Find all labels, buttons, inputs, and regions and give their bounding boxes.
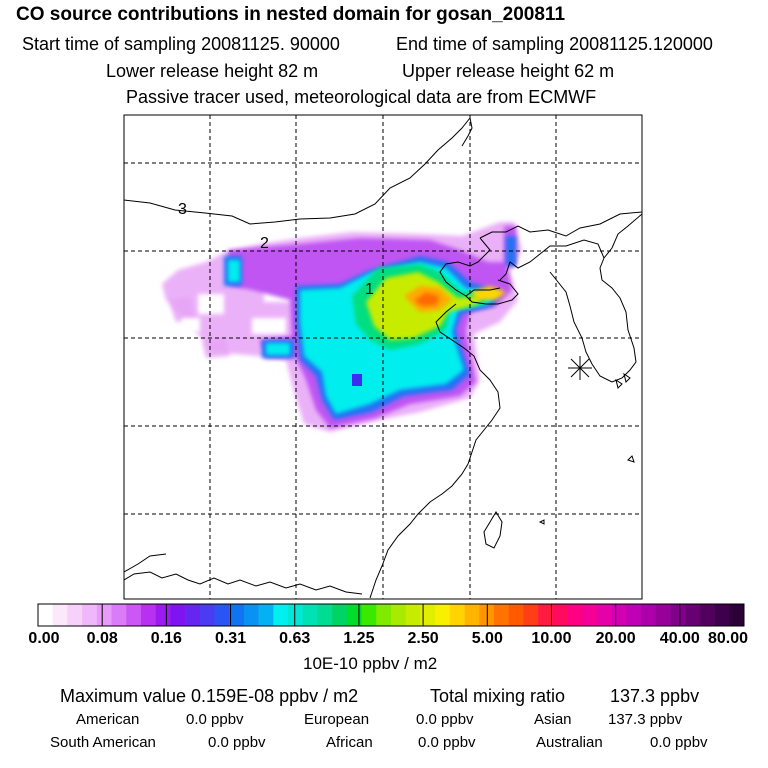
colorbar-swatch bbox=[655, 604, 671, 626]
colorbar-swatch bbox=[38, 604, 54, 626]
south-american-label: South American bbox=[50, 734, 156, 751]
colorbar-swatch bbox=[140, 604, 156, 626]
colorbar-swatch bbox=[641, 604, 657, 626]
colorbar-swatch bbox=[96, 604, 112, 626]
lat-lon-grid bbox=[124, 115, 642, 599]
colorbar-swatch bbox=[611, 604, 627, 626]
colorbar-swatch bbox=[729, 604, 745, 626]
colorbar-tick-label: 0.00 bbox=[28, 630, 60, 647]
colorbar-tick-label: 1.25 bbox=[343, 630, 375, 647]
african-value: 0.0 ppbv bbox=[418, 734, 476, 751]
tracer-note: Passive tracer used, meteorological data… bbox=[126, 87, 597, 107]
colorbar-swatch bbox=[420, 604, 436, 626]
colorbar-swatch bbox=[258, 604, 274, 626]
colorbar-swatch bbox=[243, 604, 259, 626]
colorbar-tick-label: 40.00 bbox=[659, 630, 700, 647]
colorbar-swatch bbox=[111, 604, 127, 626]
south-american-value: 0.0 ppbv bbox=[208, 734, 266, 751]
colorbar-swatch bbox=[391, 604, 407, 626]
colorbar-swatch bbox=[67, 604, 83, 626]
colorbar-swatch bbox=[332, 604, 348, 626]
colorbar-tick-label: 20.00 bbox=[595, 630, 636, 647]
colorbar-swatch bbox=[464, 604, 480, 626]
trajectory-label-3: 3 bbox=[178, 201, 187, 218]
colorbar-swatch bbox=[155, 604, 171, 626]
colorbar-swatch bbox=[596, 604, 612, 626]
australian-value: 0.0 ppbv bbox=[650, 734, 708, 751]
colorbar-swatch bbox=[493, 604, 509, 626]
upper-release-label: Upper release height 62 m bbox=[402, 61, 615, 81]
receptor-star-icon bbox=[568, 356, 592, 380]
colorbar-swatch bbox=[435, 604, 451, 626]
colorbar-swatch bbox=[479, 604, 495, 626]
colorbar bbox=[37, 603, 745, 627]
colorbar-swatch bbox=[685, 604, 701, 626]
colorbar-swatch bbox=[185, 604, 201, 626]
colorbar-swatch bbox=[82, 604, 98, 626]
colorbar-swatch bbox=[405, 604, 421, 626]
european-label: European bbox=[304, 711, 370, 728]
colorbar-swatch bbox=[199, 604, 215, 626]
colorbar-tick-label: 0.31 bbox=[214, 630, 247, 647]
european-value: 0.0 ppbv bbox=[416, 711, 474, 728]
asian-label: Asian bbox=[534, 711, 572, 728]
total-mixing-value: 137.3 ppbv bbox=[610, 686, 700, 706]
colorbar-swatch bbox=[714, 604, 730, 626]
lower-release-label: Lower release height 82 m bbox=[106, 61, 319, 81]
colorbar-swatch bbox=[288, 604, 304, 626]
australian-label: Australian bbox=[536, 734, 603, 751]
colorbar-swatch bbox=[670, 604, 686, 626]
colorbar-unit-label: 10E-10 ppbv / m2 bbox=[303, 654, 438, 673]
colorbar-swatch bbox=[126, 604, 142, 626]
colorbar-swatch bbox=[582, 604, 598, 626]
colorbar-frame bbox=[37, 603, 745, 627]
page-title: CO source contributions in nested domain… bbox=[16, 4, 566, 25]
colorbar-swatch bbox=[273, 604, 289, 626]
colorbar-swatch bbox=[317, 604, 333, 626]
colorbar-swatch bbox=[346, 604, 362, 626]
plume-hotspot bbox=[404, 286, 506, 312]
colorbar-swatch bbox=[523, 604, 539, 626]
total-mixing-label: Total mixing ratio bbox=[430, 686, 566, 706]
colorbar-swatch bbox=[626, 604, 642, 626]
trajectory-label-2: 2 bbox=[260, 235, 269, 252]
colorbar-tick-label: 80.00 bbox=[707, 630, 749, 647]
american-value: 0.0 ppbv bbox=[186, 711, 244, 728]
colorbar-swatch bbox=[699, 604, 715, 626]
colorbar-swatch bbox=[552, 604, 568, 626]
end-time-label: End time of sampling 20081125.120000 bbox=[396, 34, 713, 54]
colorbar-tick-label: 0.63 bbox=[279, 630, 311, 647]
concentration-field bbox=[124, 117, 642, 599]
colorbar-swatch bbox=[449, 604, 465, 626]
african-label: African bbox=[326, 734, 373, 751]
colorbar-swatch bbox=[214, 604, 230, 626]
colorbar-tick-label: 2.50 bbox=[407, 630, 439, 647]
map-frame bbox=[123, 114, 643, 600]
colorbar-tick-label: 10.00 bbox=[531, 630, 572, 647]
colorbar-swatch bbox=[376, 604, 392, 626]
colorbar-swatch bbox=[508, 604, 524, 626]
colorbar-tick-label: 0.08 bbox=[86, 630, 118, 647]
colorbar-swatch bbox=[52, 604, 68, 626]
trajectory-label-1: 1 bbox=[365, 281, 374, 298]
colorbar-swatch bbox=[361, 604, 377, 626]
asian-value: 137.3 ppbv bbox=[608, 711, 683, 728]
colorbar-swatch bbox=[170, 604, 186, 626]
colorbar-swatch bbox=[229, 604, 245, 626]
colorbar-tick-label: 5.00 bbox=[471, 630, 503, 647]
colorbar-swatch bbox=[302, 604, 318, 626]
colorbar-swatch bbox=[567, 604, 583, 626]
colorbar-swatch bbox=[538, 604, 554, 626]
start-time-label: Start time of sampling 20081125. 90000 bbox=[22, 34, 340, 54]
american-label: American bbox=[76, 711, 140, 728]
plume-small-cell bbox=[352, 374, 362, 386]
max-value-label: Maximum value 0.159E-08 ppbv / m2 bbox=[60, 686, 359, 706]
colorbar-tick-label: 0.16 bbox=[150, 630, 182, 647]
